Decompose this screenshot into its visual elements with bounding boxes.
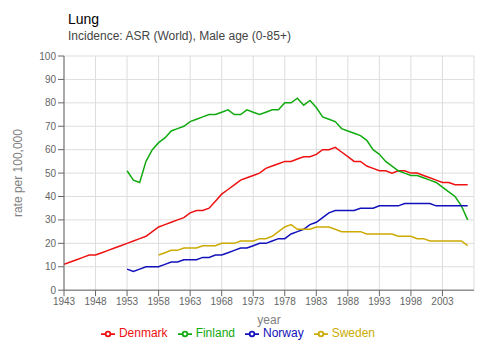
svg-text:1963: 1963 xyxy=(179,296,202,307)
svg-text:1968: 1968 xyxy=(211,296,234,307)
svg-text:40: 40 xyxy=(45,191,57,202)
svg-text:1953: 1953 xyxy=(116,296,139,307)
html-text:Finland: Finland xyxy=(195,326,235,341)
svg-text:year: year xyxy=(257,313,280,327)
svg-text:1973: 1973 xyxy=(242,296,265,307)
html-text:Norway: Norway xyxy=(263,326,304,341)
html-text:Sweden: Sweden xyxy=(331,326,375,341)
svg-text:1988: 1988 xyxy=(337,296,360,307)
html-text:Lung: Lung xyxy=(68,11,100,27)
svg-text:70: 70 xyxy=(45,121,57,132)
svg-text:50: 50 xyxy=(45,168,57,179)
svg-text:80: 80 xyxy=(45,97,57,108)
svg-text:1983: 1983 xyxy=(305,296,328,307)
svg-text:20: 20 xyxy=(45,238,57,249)
svg-text:1998: 1998 xyxy=(400,296,423,307)
svg-text:0: 0 xyxy=(50,285,56,296)
svg-text:60: 60 xyxy=(45,144,57,155)
svg-text:rate per 100,000: rate per 100,000 xyxy=(11,129,25,217)
svg-text:10: 10 xyxy=(45,261,57,272)
html-text:Incidence: ASR (World), Male a: Incidence: ASR (World), Male age (0-85+) xyxy=(68,29,291,43)
svg-text:100: 100 xyxy=(39,51,56,62)
html-text:Denmark: Denmark xyxy=(118,326,168,341)
svg-text:1948: 1948 xyxy=(84,296,107,307)
svg-text:2003: 2003 xyxy=(431,296,454,307)
svg-text:1958: 1958 xyxy=(147,296,170,307)
svg-text:1978: 1978 xyxy=(274,296,297,307)
svg-text:90: 90 xyxy=(45,74,57,85)
svg-text:1993: 1993 xyxy=(368,296,391,307)
svg-text:1943: 1943 xyxy=(53,296,76,307)
svg-text:30: 30 xyxy=(45,214,57,225)
